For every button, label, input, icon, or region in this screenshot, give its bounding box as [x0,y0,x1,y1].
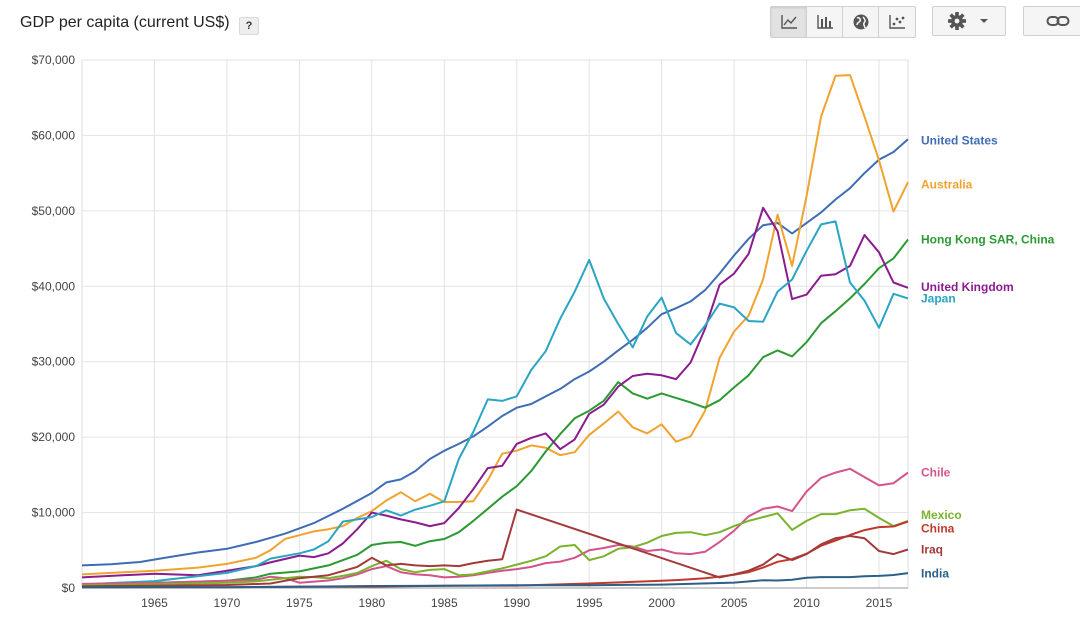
series-line-iraq[interactable] [81,508,909,588]
series-label-mexico[interactable]: Mexico [921,508,962,522]
series-line-chile[interactable] [81,467,909,585]
x-tick-label: 1965 [141,596,168,610]
scatter-chart-button[interactable] [879,7,915,37]
x-tick-label: 1985 [431,596,458,610]
series-label-iraq[interactable]: Iraq [921,543,943,557]
series-line-china[interactable] [81,520,909,589]
series-line-mexico[interactable] [81,507,909,587]
y-tick-label: $0 [62,581,76,595]
x-tick-label: 1970 [214,596,241,610]
link-icon [1046,16,1070,26]
y-tick-label: $20,000 [32,430,76,444]
help-button[interactable]: ? [239,17,259,35]
y-tick-label: $40,000 [32,279,76,293]
view-switcher [770,6,916,38]
x-tick-label: 2005 [721,596,748,610]
settings-button[interactable] [932,6,1006,36]
series-label-united-states[interactable]: United States [921,134,998,148]
x-tick-label: 1990 [503,596,530,610]
series-line-australia[interactable] [81,74,909,576]
x-tick-label: 1975 [286,596,313,610]
page-title: GDP per capita (current US$) [20,14,230,31]
series-line-hong-kong-sar-china[interactable] [81,238,909,586]
series-label-china[interactable]: China [921,521,955,535]
chevron-down-icon [980,19,988,23]
x-tick-label: 1980 [358,596,385,610]
series-label-united-kingdom[interactable]: United Kingdom [921,280,1014,294]
gdp-line-chart: 1965 1970 1975 1980 1985 1990 1995 2000 2005 2010… [32,53,1055,610]
x-tick-label: 1995 [576,596,603,610]
bar-chart-icon [816,15,833,29]
y-tick-label: $50,000 [32,204,76,218]
map-button[interactable] [843,7,879,37]
x-axis-ticks: 1965 1970 1975 1980 1985 1990 1995 2000 2005 2010… [141,596,893,610]
vertical-gridlines [81,59,909,589]
series-line-japan[interactable] [81,220,909,586]
share-link-button[interactable] [1023,6,1080,36]
series-label-australia[interactable]: Australia [921,177,973,191]
series-labels: United States Australia Hong Kong SAR, Chi… [921,134,1055,581]
series-line-india[interactable] [81,572,909,589]
x-tick-label: 2015 [866,596,893,610]
series-line-united-kingdom[interactable] [81,206,909,579]
globe-map-icon [853,14,868,30]
scatter-chart-icon [889,15,905,29]
line-chart-icon [780,15,797,29]
y-axis-ticks: $0 $10,000 $20,000 $30,000 $40,000 $50,000 $60… [32,53,76,595]
y-tick-label: $70,000 [32,53,76,67]
y-tick-label: $30,000 [32,355,76,369]
y-tick-label: $60,000 [32,128,76,142]
line-chart-button[interactable] [771,7,807,37]
series-label-chile[interactable]: Chile [921,466,951,480]
chart-header: GDP per capita (current US$) ? [0,0,1080,44]
series-label-hong-kong-sar-china[interactable]: Hong Kong SAR, China [921,233,1055,247]
horizontal-gridlines [82,59,908,589]
bar-chart-button[interactable] [807,7,843,37]
series-line-united-states[interactable] [81,138,909,567]
x-tick-label: 2000 [648,596,675,610]
y-tick-label: $10,000 [32,506,76,520]
series-lines [81,74,909,589]
series-label-india[interactable]: India [921,567,949,581]
x-tick-label: 2010 [793,596,820,610]
series-label-japan[interactable]: Japan [921,291,956,305]
gear-icon [948,12,966,30]
